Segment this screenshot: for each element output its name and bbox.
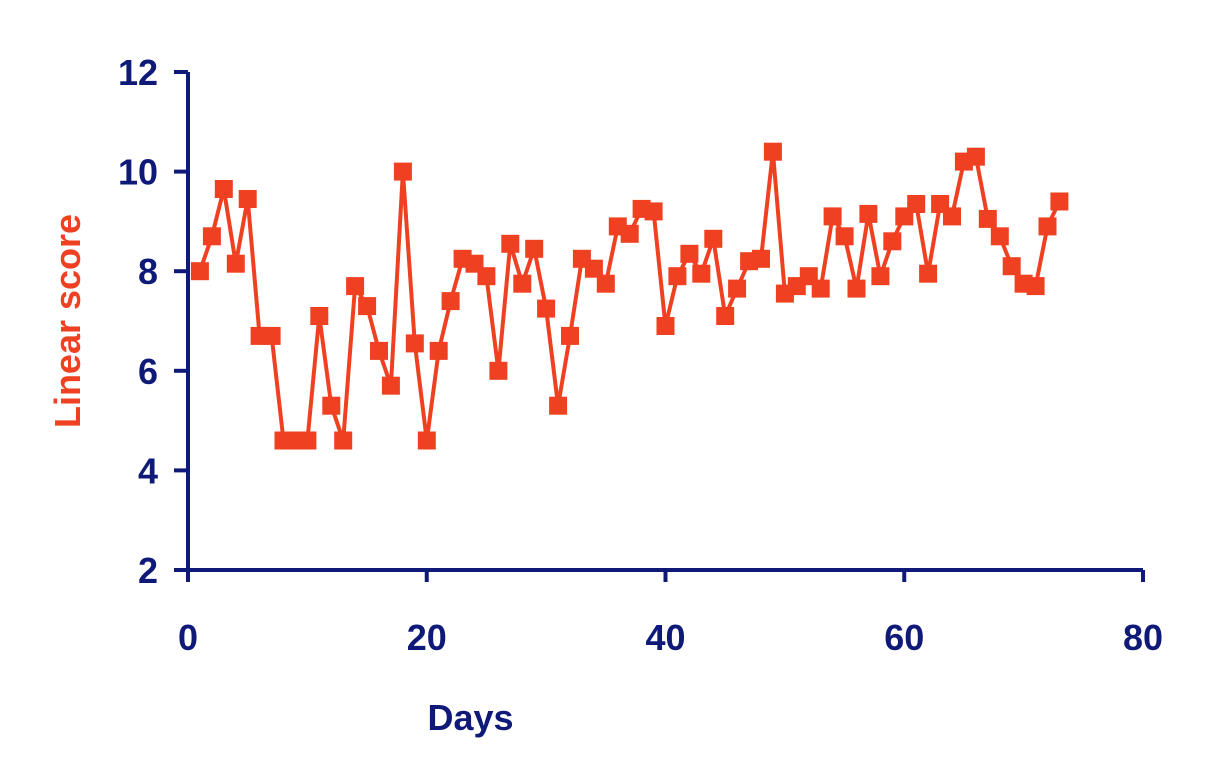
data-point <box>990 227 1009 246</box>
data-point <box>716 307 735 325</box>
y-tick-label: 12 <box>118 52 158 93</box>
data-point <box>190 262 209 281</box>
y-tick-label: 2 <box>138 550 158 591</box>
tick-labels: 2 4 6 8 10 12 0 20 40 60 80 <box>118 52 1163 658</box>
data-point <box>238 190 257 208</box>
data-point <box>346 277 365 296</box>
data-point <box>549 396 568 415</box>
y-tick-label: 4 <box>138 450 158 491</box>
x-tick-label: 80 <box>1123 617 1163 658</box>
data-point <box>393 162 412 181</box>
data-point <box>1038 217 1057 236</box>
data-point <box>644 202 663 221</box>
data-point <box>656 317 675 335</box>
data-point <box>704 229 723 248</box>
data-point <box>763 142 782 161</box>
data-point <box>596 274 615 293</box>
data-point <box>752 249 770 268</box>
data-point <box>680 244 699 263</box>
data-point <box>310 307 329 325</box>
y-tick-label: 6 <box>138 351 158 392</box>
data-point <box>1050 192 1069 211</box>
data-point <box>919 264 938 283</box>
data-point <box>202 227 221 246</box>
data-point <box>859 204 878 223</box>
data-point <box>381 376 400 395</box>
data-point <box>943 207 961 226</box>
x-tick-label: 40 <box>645 617 685 658</box>
data-point <box>214 180 233 198</box>
data-point <box>429 341 448 360</box>
data-point <box>1002 257 1021 276</box>
x-tick-label: 0 <box>178 617 198 658</box>
data-point <box>823 207 842 226</box>
x-axis-title: Days <box>427 697 513 738</box>
data-point <box>907 195 926 213</box>
data-point <box>847 279 866 298</box>
data-point <box>728 279 747 298</box>
data-point <box>811 279 830 298</box>
data-point <box>835 227 854 246</box>
data-point <box>978 209 997 228</box>
data-point <box>561 326 579 345</box>
data-point <box>668 267 687 286</box>
data-markers <box>190 142 1069 450</box>
data-point <box>358 297 377 316</box>
data-point <box>537 299 556 318</box>
data-point <box>501 234 520 253</box>
data-point <box>966 147 985 166</box>
data-point <box>417 431 436 450</box>
data-point <box>620 224 639 243</box>
y-tick-label: 10 <box>118 152 158 193</box>
data-point <box>513 274 532 293</box>
x-tick-label: 60 <box>884 617 924 658</box>
data-point <box>405 334 424 353</box>
ticks <box>174 70 1145 582</box>
data-point <box>322 396 341 415</box>
data-point <box>584 259 603 278</box>
data-point <box>883 232 902 251</box>
data-point <box>298 431 317 450</box>
data-point <box>370 341 388 360</box>
data-point <box>441 292 460 311</box>
y-tick-label: 8 <box>138 251 158 292</box>
data-point <box>334 431 353 450</box>
data-point <box>226 254 245 273</box>
data-point <box>1026 277 1045 296</box>
data-point <box>692 264 711 283</box>
data-point <box>477 267 496 286</box>
data-point <box>489 361 508 380</box>
data-point <box>525 239 544 258</box>
data-point <box>871 267 890 286</box>
data-point <box>262 326 281 345</box>
x-tick-label: 20 <box>407 617 447 658</box>
y-axis-title: Linear score <box>47 214 88 428</box>
